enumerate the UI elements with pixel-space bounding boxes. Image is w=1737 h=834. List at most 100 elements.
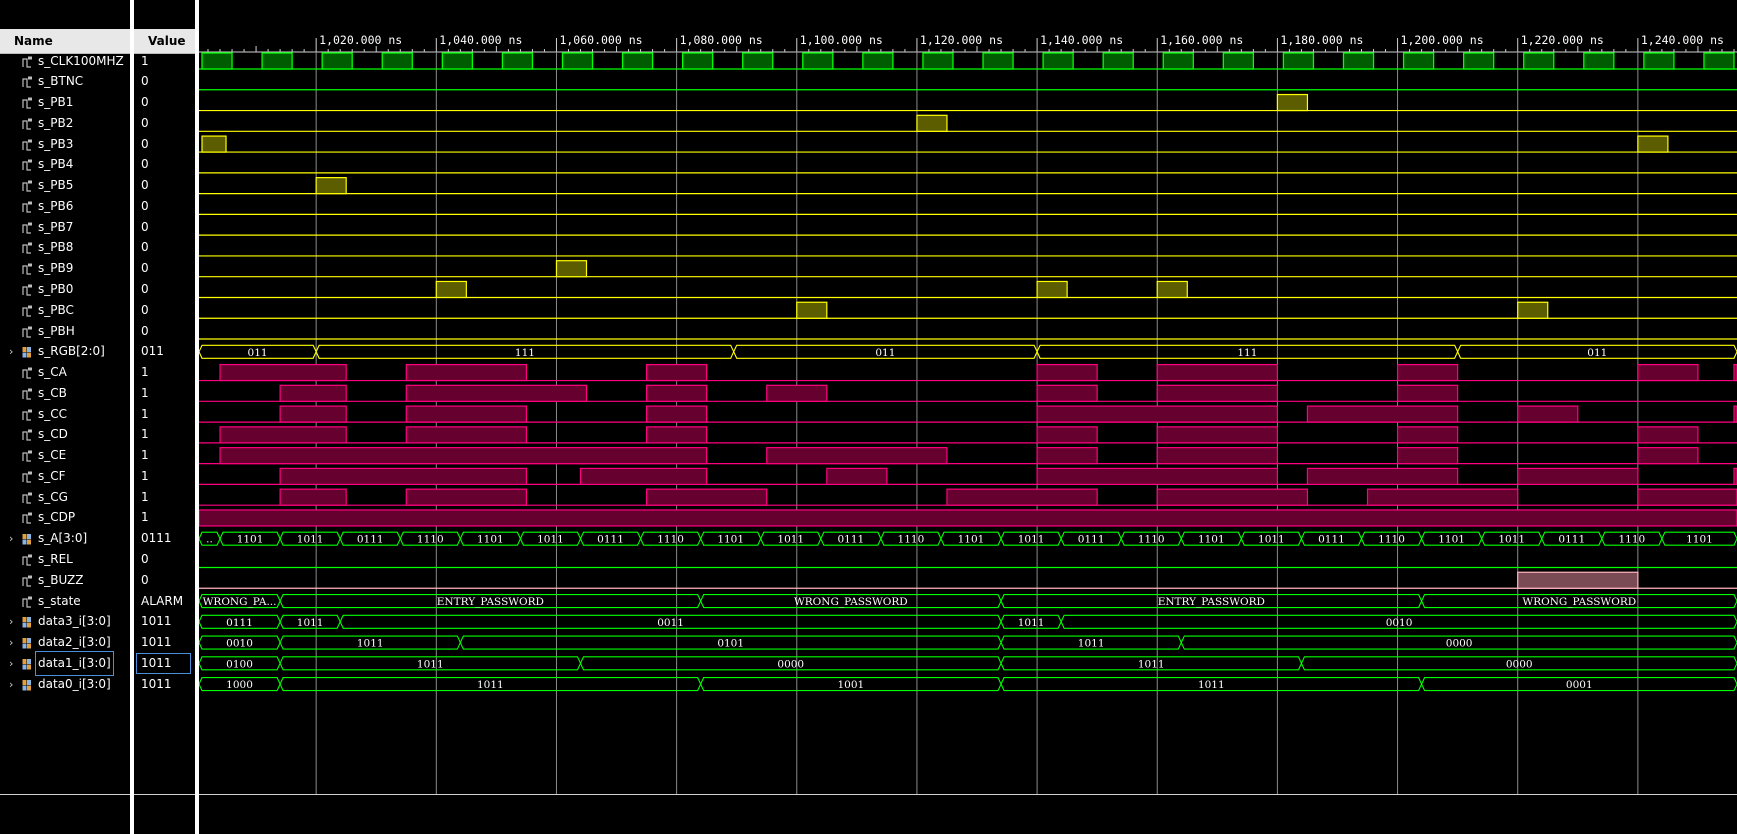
high-pulse: [946, 488, 1098, 506]
signal-row-s_A[3:0][interactable]: › s_A[3:0]: [0, 527, 130, 550]
signal-value-text: 1: [141, 448, 149, 463]
signal-row-s_PB0[interactable]: s_PB0: [0, 278, 130, 301]
signal-row-s_PB1[interactable]: s_PB1: [0, 91, 130, 114]
signal-value-s_PB2[interactable]: 0: [134, 112, 195, 135]
bus-value-label: 1101: [477, 534, 504, 546]
signal-value-s_state[interactable]: ALARM: [134, 590, 195, 613]
signal-row-data0_i[3:0][interactable]: › data0_i[3:0]: [0, 673, 130, 696]
signal-value-s_CC[interactable]: 1: [134, 403, 195, 426]
signal-value-s_CDP[interactable]: 1: [134, 506, 195, 529]
bus-value-label: 0111: [1558, 534, 1585, 546]
signal-value-s_PB6[interactable]: 0: [134, 195, 195, 218]
signal-value-s_PB3[interactable]: 0: [134, 133, 195, 156]
signal-row-s_PB4[interactable]: s_PB4: [0, 153, 130, 176]
expand-chevron-icon[interactable]: ›: [9, 615, 14, 629]
signal-row-s_CDP[interactable]: s_CDP: [0, 506, 130, 529]
signal-value-s_BUZZ[interactable]: 0: [134, 569, 195, 592]
signal-row-data2_i[3:0][interactable]: › data2_i[3:0]: [0, 631, 130, 654]
signal-row-s_BUZZ[interactable]: s_BUZZ: [0, 569, 130, 592]
value-column-splitter[interactable]: [195, 0, 199, 834]
expand-chevron-icon[interactable]: ›: [9, 677, 14, 691]
signal-row-s_CG[interactable]: s_CG: [0, 486, 130, 509]
expand-chevron-icon[interactable]: ›: [9, 345, 14, 359]
signal-row-s_PB3[interactable]: s_PB3: [0, 133, 130, 156]
signal-row-s_CF[interactable]: s_CF: [0, 465, 130, 488]
signal-row-s_CE[interactable]: s_CE: [0, 444, 130, 467]
signal-value-s_PBH[interactable]: 0: [134, 320, 195, 343]
signal-value-s_PB9[interactable]: 0: [134, 257, 195, 280]
bit-signal-icon: [22, 367, 32, 379]
signal-value-s_BTNC[interactable]: 0: [134, 70, 195, 93]
signal-value-text: 1: [141, 406, 149, 421]
signal-value-s_PB8[interactable]: 0: [134, 236, 195, 259]
value-column-header[interactable]: Value: [134, 29, 195, 54]
signal-value-s_CLK100MHZ[interactable]: 1: [134, 50, 195, 73]
signal-value-s_RGB[2:0][interactable]: 011: [134, 340, 195, 363]
signal-value-text: ALARM: [141, 593, 184, 608]
signal-row-s_PB5[interactable]: s_PB5: [0, 174, 130, 197]
signal-row-s_RGB[2:0][interactable]: › s_RGB[2:0]: [0, 340, 130, 363]
expand-chevron-icon[interactable]: ›: [9, 636, 14, 650]
signal-value-s_REL[interactable]: 0: [134, 548, 195, 571]
signal-value-s_PB1[interactable]: 0: [134, 91, 195, 114]
clock-high-pulse: [1102, 52, 1134, 70]
bus-value-label: WRONG_PASSWORD: [794, 596, 908, 608]
signal-value-data2_i[3:0][interactable]: 1011: [134, 631, 195, 654]
signal-row-s_PBH[interactable]: s_PBH: [0, 320, 130, 343]
signal-row-s_PB9[interactable]: s_PB9: [0, 257, 130, 280]
signal-value-data3_i[3:0][interactable]: 1011: [134, 610, 195, 633]
signal-row-s_PBC[interactable]: s_PBC: [0, 299, 130, 322]
signal-row-s_CD[interactable]: s_CD: [0, 423, 130, 446]
signal-row-s_REL[interactable]: s_REL: [0, 548, 130, 571]
signal-value-text: 0: [141, 572, 149, 587]
bit-signal-icon: [22, 263, 32, 275]
signal-row-s_BTNC[interactable]: s_BTNC: [0, 70, 130, 93]
bus-segment: [1457, 344, 1737, 359]
name-column-splitter[interactable]: [130, 0, 134, 834]
signal-value-s_A[3:0][interactable]: 0111: [134, 527, 195, 550]
signal-row-s_PB7[interactable]: s_PB7: [0, 216, 130, 239]
signal-value-s_CE[interactable]: 1: [134, 444, 195, 467]
signal-row-s_PB6[interactable]: s_PB6: [0, 195, 130, 218]
signal-row-s_PB8[interactable]: s_PB8: [0, 236, 130, 259]
signal-value-s_CB[interactable]: 1: [134, 382, 195, 405]
signal-value-data1_i[3:0][interactable]: 1011: [134, 652, 195, 675]
clock-high-pulse: [802, 52, 834, 70]
signal-row-s_PB2[interactable]: s_PB2: [0, 112, 130, 135]
bus-value-label: 1110: [1138, 534, 1165, 546]
time-tick-label: 1,140.000 ns: [1040, 33, 1123, 47]
signal-value-text: 1: [141, 53, 149, 68]
signal-value-s_PBC[interactable]: 0: [134, 299, 195, 322]
signal-value-s_PB4[interactable]: 0: [134, 153, 195, 176]
high-pulse: [1396, 447, 1459, 465]
time-tick-label: 1,040.000 ns: [439, 33, 522, 47]
signal-name-label: s_PB6: [38, 198, 74, 213]
signal-row-s_CA[interactable]: s_CA: [0, 361, 130, 384]
expand-chevron-icon[interactable]: ›: [9, 656, 14, 670]
signal-row-s_CLK100MHZ[interactable]: s_CLK100MHZ: [0, 50, 130, 73]
signal-value-text: 0111: [141, 531, 172, 546]
signal-value-s_CF[interactable]: 1: [134, 465, 195, 488]
signal-value-s_PB7[interactable]: 0: [134, 216, 195, 239]
high-pulse: [1517, 571, 1639, 589]
signal-row-s_state[interactable]: s_state: [0, 590, 130, 613]
signal-row-s_CC[interactable]: s_CC: [0, 403, 130, 426]
signal-row-data3_i[3:0][interactable]: › data3_i[3:0]: [0, 610, 130, 633]
signal-value-s_CD[interactable]: 1: [134, 423, 195, 446]
signal-row-s_CB[interactable]: s_CB: [0, 382, 130, 405]
bus-value-label: 0111: [357, 534, 384, 546]
signal-row-data1_i[3:0][interactable]: › data1_i[3:0]: [0, 650, 130, 676]
expand-chevron-icon[interactable]: ›: [9, 532, 14, 546]
signal-value-s_PB0[interactable]: 0: [134, 278, 195, 301]
waveform-canvas[interactable]: 1,020.000 ns 1,040.000 ns 1,060.000 ns 1,08…: [199, 0, 1737, 834]
high-pulse: [645, 363, 708, 382]
signal-name-label: s_CC: [38, 406, 68, 421]
bus-segment: [1300, 656, 1737, 671]
name-column-header[interactable]: Name: [0, 29, 130, 54]
value-list-end-line: [134, 794, 195, 795]
clock-high-pulse: [501, 52, 534, 70]
signal-value-s_PB5[interactable]: 0: [134, 174, 195, 197]
signal-value-s_CG[interactable]: 1: [134, 486, 195, 509]
signal-value-data0_i[3:0][interactable]: 1011: [134, 673, 195, 696]
signal-value-s_CA[interactable]: 1: [134, 361, 195, 384]
